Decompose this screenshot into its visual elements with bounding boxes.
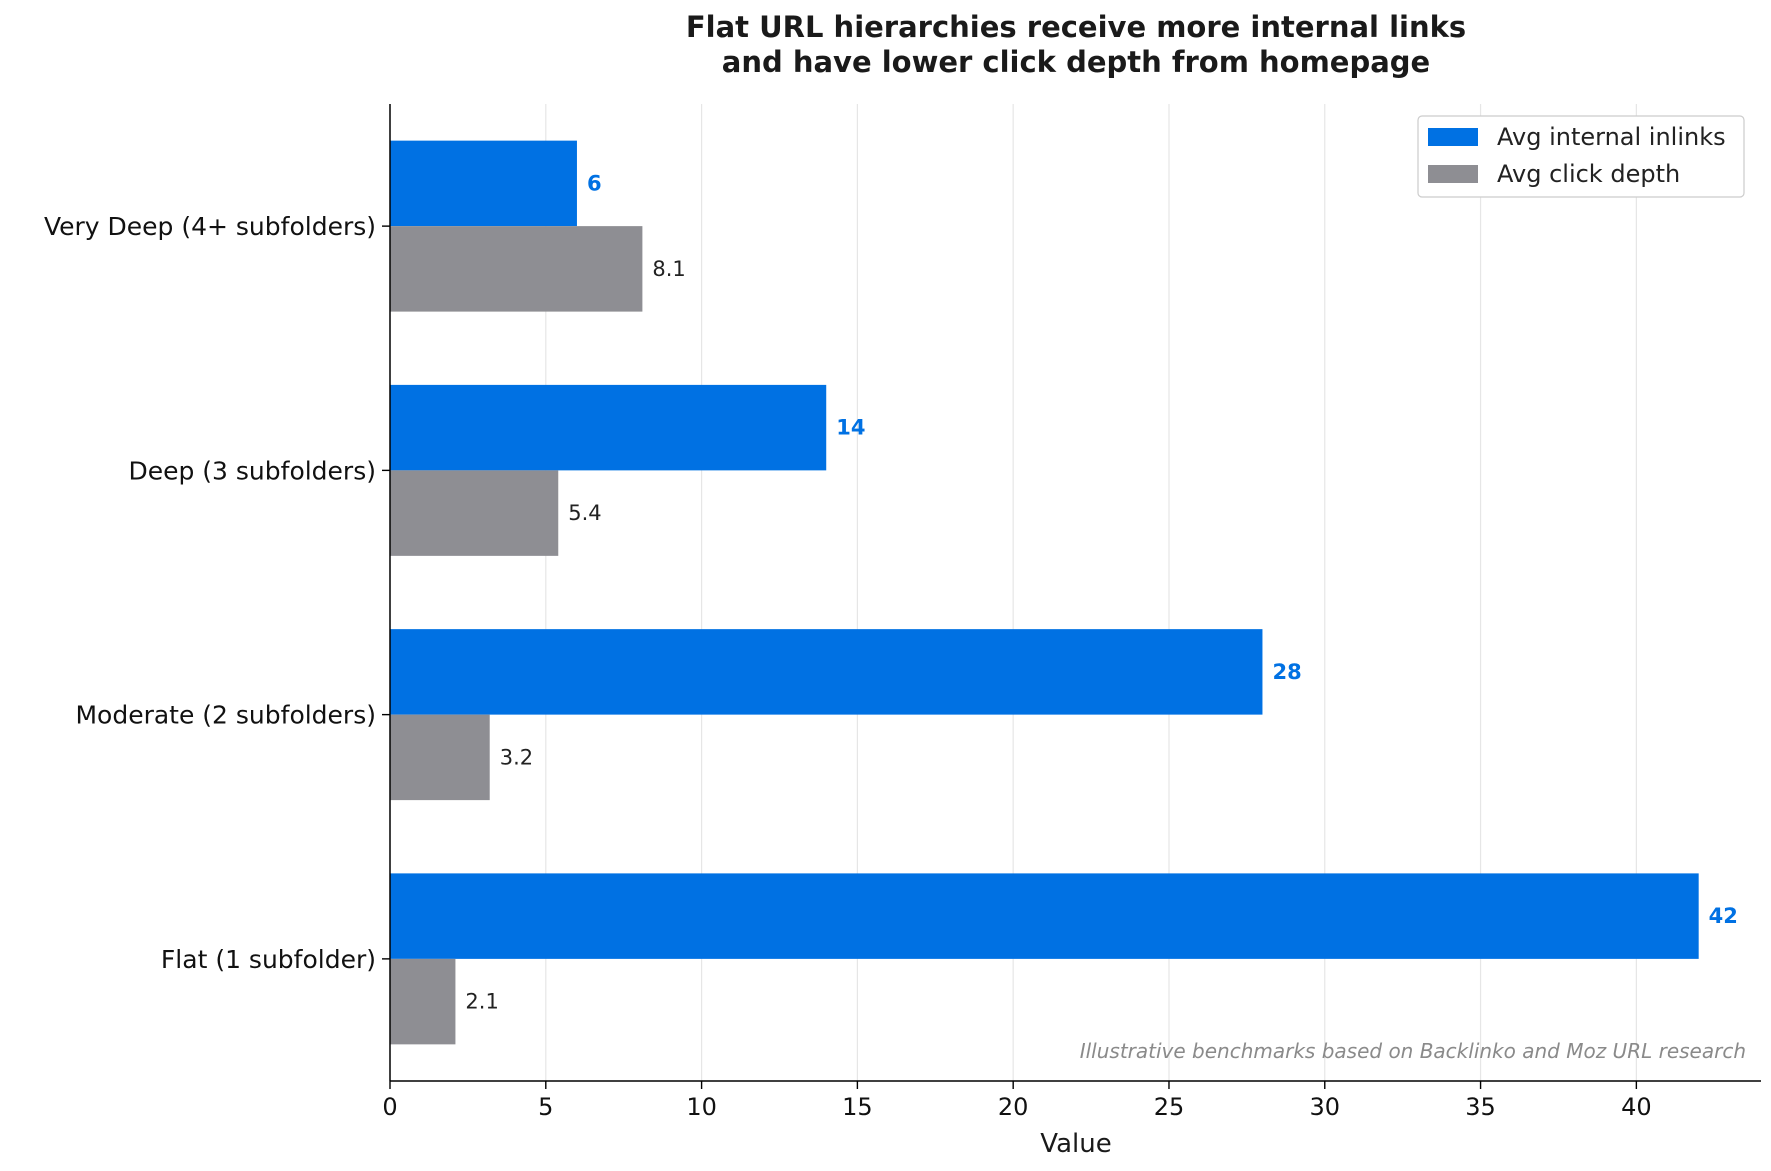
x-tick-label-1: 5 xyxy=(538,1093,553,1121)
value-label-inlinks-3: 42 xyxy=(1709,904,1738,928)
x-tick-label-5: 25 xyxy=(1154,1093,1185,1121)
value-label-click-depth-2: 3.2 xyxy=(500,745,533,769)
bar-inlinks-1 xyxy=(390,384,827,471)
y-category-labels: Very Deep (4+ subfolders) Deep (3 subfold… xyxy=(44,212,390,974)
category-label-0: Very Deep (4+ subfolders) xyxy=(44,212,376,241)
x-tick-label-4: 20 xyxy=(998,1093,1029,1121)
legend-label-inlinks: Avg internal inlinks xyxy=(1497,123,1726,151)
bar-inlinks-0 xyxy=(390,140,577,227)
value-label-inlinks-0: 6 xyxy=(587,171,602,195)
x-tick-label-0: 0 xyxy=(382,1093,397,1121)
value-label-inlinks-1: 14 xyxy=(836,416,865,440)
value-label-click-depth-1: 5.4 xyxy=(568,501,601,525)
category-label-2: Moderate (2 subfolders) xyxy=(75,701,376,730)
x-tick-label-3: 15 xyxy=(842,1093,873,1121)
legend-label-click-depth: Avg click depth xyxy=(1497,160,1680,188)
value-label-click-depth-3: 2.1 xyxy=(465,990,498,1014)
value-label-click-depth-0: 8.1 xyxy=(652,257,685,281)
legend-swatch-click-depth xyxy=(1428,165,1478,183)
x-ticks: 0 5 10 15 20 25 30 35 40 xyxy=(382,1081,1652,1121)
chart-title-line-1: Flat URL hierarchies receive more intern… xyxy=(686,10,1466,44)
legend: Avg internal inlinks Avg click depth xyxy=(1417,115,1745,198)
source-note: Illustrative benchmarks based on Backlin… xyxy=(1080,1039,1746,1063)
chart-title-line-2: and have lower click depth from homepage xyxy=(722,45,1430,79)
bar-click-depth-1 xyxy=(390,470,559,556)
bar-inlinks-2 xyxy=(390,629,1263,715)
category-label-1: Deep (3 subfolders) xyxy=(128,456,376,485)
bars xyxy=(390,140,1699,1045)
x-tick-label-2: 10 xyxy=(686,1093,717,1121)
x-tick-label-6: 30 xyxy=(1309,1093,1340,1121)
legend-swatch-inlinks xyxy=(1428,128,1478,146)
legend-box xyxy=(1417,115,1745,198)
bar-click-depth-2 xyxy=(390,714,490,801)
x-axis-label: Value xyxy=(1040,1129,1111,1159)
category-label-3: Flat (1 subfolder) xyxy=(161,945,376,974)
bar-click-depth-3 xyxy=(390,958,456,1045)
bar-inlinks-3 xyxy=(390,873,1699,959)
value-label-inlinks-2: 28 xyxy=(1272,660,1301,684)
bar-click-depth-0 xyxy=(390,226,643,312)
x-tick-label-8: 40 xyxy=(1621,1093,1652,1121)
x-tick-label-7: 35 xyxy=(1465,1093,1496,1121)
value-labels: 6 8.1 14 5.4 28 3.2 42 2.1 xyxy=(465,171,1737,1013)
